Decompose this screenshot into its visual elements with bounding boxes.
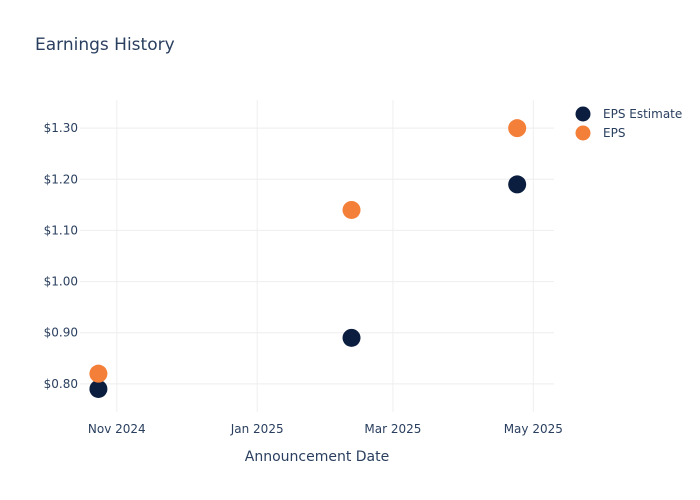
x-tick-label: Jan 2025 xyxy=(230,422,284,436)
data-points xyxy=(89,119,527,398)
legend: EPS Estimate EPS xyxy=(575,106,682,141)
legend-marker xyxy=(575,106,591,122)
legend-label: EPS xyxy=(603,126,625,140)
point-eps[interactable] xyxy=(89,364,108,383)
x-axis-title: Announcement Date xyxy=(245,449,389,465)
x-axis-ticks: Nov 2024 Jan 2025 Mar 2025 May 2025 xyxy=(88,422,563,436)
legend-marker xyxy=(575,125,591,141)
y-tick-label: $1.30 xyxy=(44,121,78,135)
y-axis-ticks: $0.80 $0.90 $1.00 $1.10 $1.20 $1.30 xyxy=(44,121,78,391)
x-tick-label: May 2025 xyxy=(504,422,563,436)
y-tick-label: $0.80 xyxy=(44,377,78,391)
x-tick-label: Nov 2024 xyxy=(88,422,146,436)
y-tick-label: $1.10 xyxy=(44,223,78,237)
y-tick-label: $1.00 xyxy=(44,275,78,289)
point-eps-estimate[interactable] xyxy=(89,379,108,398)
chart-title: Earnings History xyxy=(35,35,175,55)
y-tick-label: $0.90 xyxy=(44,326,78,340)
point-eps-estimate[interactable] xyxy=(508,175,527,194)
point-eps-estimate[interactable] xyxy=(342,328,361,347)
point-eps[interactable] xyxy=(342,200,361,219)
grid-lines xyxy=(80,100,554,412)
x-tick-label: Mar 2025 xyxy=(364,422,421,436)
legend-label: EPS Estimate xyxy=(603,107,682,121)
point-eps[interactable] xyxy=(508,119,527,138)
y-tick-label: $1.20 xyxy=(44,172,78,186)
